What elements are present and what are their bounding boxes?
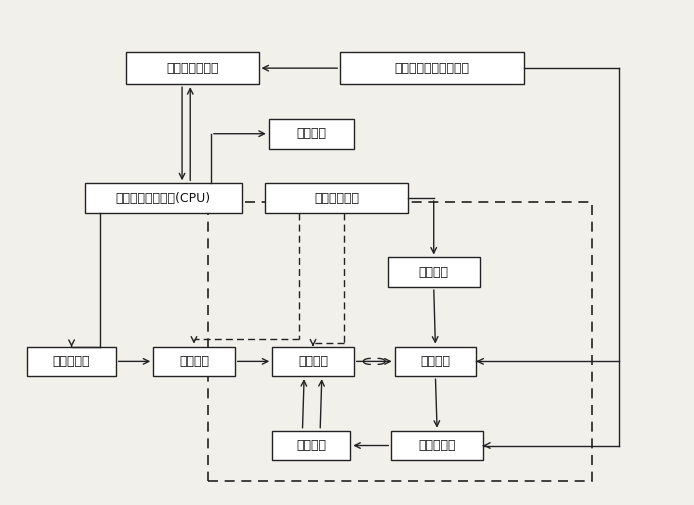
Text: 励磁系统: 励磁系统 [421,355,450,368]
FancyBboxPatch shape [391,431,483,461]
Text: 负载控制及仿真计算机: 负载控制及仿真计算机 [394,62,470,75]
FancyBboxPatch shape [85,183,242,213]
Text: 监控管理计算机: 监控管理计算机 [166,62,219,75]
Text: 推进电机: 推进电机 [179,355,209,368]
FancyBboxPatch shape [269,119,354,148]
FancyBboxPatch shape [272,431,350,461]
Text: 负载电机: 负载电机 [298,355,328,368]
FancyBboxPatch shape [27,346,116,376]
Text: 控制系统接口: 控制系统接口 [314,191,359,205]
FancyBboxPatch shape [265,183,408,213]
FancyBboxPatch shape [126,52,259,84]
Text: 励磁电源: 励磁电源 [418,266,449,279]
Text: 推进变频器: 推进变频器 [53,355,90,368]
Text: 磁粉制动器: 磁粉制动器 [418,439,456,452]
FancyBboxPatch shape [340,52,524,84]
Text: 现场底层控制装置(CPU): 现场底层控制装置(CPU) [116,191,211,205]
Text: 负载电阻: 负载电阻 [296,439,326,452]
FancyBboxPatch shape [388,258,480,287]
Text: 人机界面: 人机界面 [296,127,326,140]
FancyBboxPatch shape [153,346,235,376]
FancyBboxPatch shape [272,346,354,376]
FancyBboxPatch shape [395,346,476,376]
